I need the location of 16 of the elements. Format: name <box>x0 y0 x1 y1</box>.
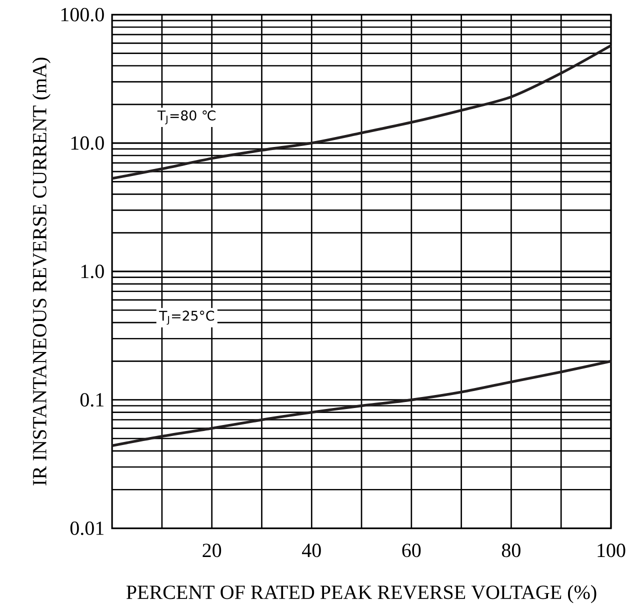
line-series <box>110 360 612 448</box>
y-tick-label: 0.1 <box>80 393 104 407</box>
y-tick-label: 10.0 <box>71 136 104 150</box>
line-series <box>110 44 612 180</box>
annotation: T$_{J}$=80 ℃ <box>157 110 216 125</box>
y-tick-label: 100.0 <box>61 8 104 22</box>
x-tick-label: 100 <box>598 544 626 558</box>
annotation: T$_{J}$=25°C <box>159 310 214 325</box>
x-tick-label: 60 <box>402 544 421 558</box>
x-tick-label: 80 <box>502 544 520 558</box>
x-tick-label: 20 <box>202 544 222 558</box>
y-tick-label: 0.01 <box>70 522 104 536</box>
y-tick-label: 1.0 <box>81 264 104 278</box>
y-axis-title: IR INSTANTANEOUS REVERSE CURRENT (mA) <box>32 58 51 486</box>
x-tick-label: 40 <box>302 544 321 558</box>
x-axis-title: PERCENT OF RATED PEAK REVERSE VOLTAGE (%) <box>126 585 596 604</box>
